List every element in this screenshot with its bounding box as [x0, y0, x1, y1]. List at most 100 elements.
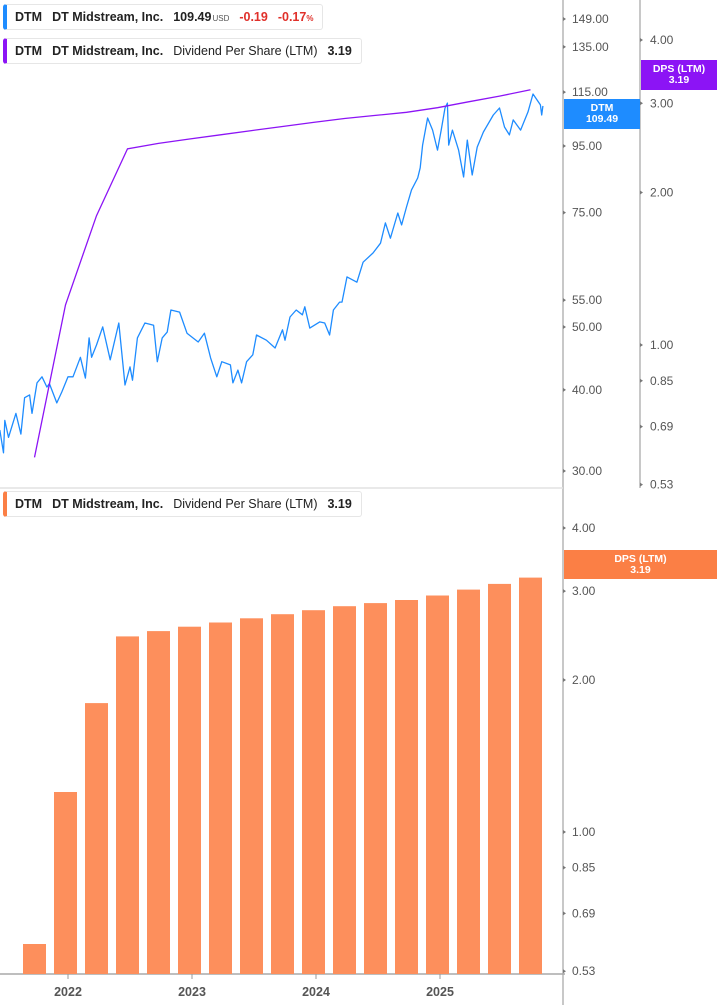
y-tick-mark	[563, 526, 566, 530]
dps-tick-label: 4.00	[650, 33, 674, 47]
price-tick-mark	[563, 469, 566, 473]
dps-bottom-last-value-tag: DPS (LTM) 3.19	[564, 550, 717, 579]
y-tick-mark	[563, 865, 566, 870]
legend-value: 3.19	[327, 44, 352, 58]
top-axis-ticks: 149.00 135.00 115.00 95.00 75.00 55.00 50.00 40…	[563, 12, 674, 492]
legend-price[interactable]: DTM DT Midstream, Inc. 109.49USD -0.19 -…	[3, 4, 324, 30]
legend-company: DT Midstream, Inc.	[52, 44, 164, 58]
tag-value: 3.19	[630, 563, 651, 576]
legend-ticker: DTM	[15, 10, 43, 24]
price-tick-label: 75.00	[572, 206, 602, 220]
line-series	[0, 89, 544, 458]
legend-company: DT Midstream, Inc.	[52, 10, 164, 24]
dps-bar[interactable]	[395, 600, 418, 974]
dps-tick-label: 2.00	[650, 186, 674, 200]
price-tick-label: 149.00	[572, 12, 609, 26]
legend-value: 3.19	[327, 497, 352, 511]
currency: USD	[212, 14, 230, 23]
tag-label: DTM	[590, 102, 614, 114]
dps-tick-label: 0.69	[650, 420, 674, 434]
y-tick-label: 2.00	[572, 673, 596, 687]
y-tick-label: 0.85	[572, 861, 596, 875]
price-tick-mark	[563, 44, 566, 49]
dps-bar[interactable]	[364, 603, 387, 974]
dps-line	[33, 89, 531, 458]
legend-metric: Dividend Per Share (LTM)	[173, 497, 318, 511]
dps-bar[interactable]	[457, 589, 480, 974]
dps-bar[interactable]	[147, 631, 170, 974]
dps-tick-label: 0.85	[650, 374, 674, 388]
dps-bar[interactable]	[209, 622, 232, 975]
price-tick-mark	[563, 143, 566, 148]
dps-bar[interactable]	[116, 636, 139, 974]
dps-bar[interactable]	[333, 606, 356, 974]
price-tick-mark	[563, 324, 566, 329]
dps-tick-mark	[640, 190, 643, 195]
y-tick-mark	[563, 911, 566, 916]
dps-bar[interactable]	[519, 577, 542, 974]
dps-tick-mark	[640, 424, 643, 429]
price-tick-label: 135.00	[572, 40, 609, 54]
dps-tick-mark	[640, 378, 643, 383]
dps-bar[interactable]	[85, 703, 108, 974]
tag-label: DPS (LTM)	[614, 552, 667, 565]
dps-tick-label: 3.00	[650, 96, 674, 110]
dps-bar[interactable]	[54, 792, 77, 974]
legend-company: DT Midstream, Inc.	[52, 497, 164, 511]
legend-dps-bottom[interactable]: DTM DT Midstream, Inc. Dividend Per Shar…	[3, 491, 362, 517]
tag-value: 109.49	[585, 113, 619, 125]
price-line	[0, 93, 544, 454]
price-last-value-tag: DTM 109.49	[564, 99, 640, 129]
dps-top-last-value-tag: DPS (LTM) 3.19	[641, 60, 717, 90]
dps-bar[interactable]	[178, 626, 201, 974]
price-tick-mark	[563, 298, 566, 303]
y-tick-mark	[563, 678, 566, 682]
dps-bar[interactable]	[240, 618, 263, 974]
legend-ticker: DTM	[15, 497, 43, 511]
y-tick-label: 0.69	[572, 906, 596, 920]
price-tick-label: 40.00	[572, 383, 602, 397]
y-tick-label: 0.53	[572, 964, 596, 978]
dps-tick-mark	[640, 101, 643, 106]
dps-tick-label: 1.00	[650, 338, 674, 352]
x-tick-label: 2022	[54, 985, 82, 999]
y-tick-mark	[563, 830, 566, 834]
dps-tick-label: 0.53	[650, 478, 674, 492]
legend-ticker: DTM	[15, 44, 43, 58]
dps-bars	[23, 577, 542, 975]
x-tick-label: 2024	[302, 985, 330, 999]
price-tick-label: 30.00	[572, 464, 602, 478]
dps-bar[interactable]	[426, 595, 449, 975]
dps-bar[interactable]	[488, 583, 511, 974]
dps-tick-mark	[640, 38, 643, 42]
y-tick-label: 1.00	[572, 825, 596, 839]
dps-bar[interactable]	[23, 944, 46, 974]
y-tick-label: 4.00	[572, 521, 596, 535]
y-tick-mark	[563, 969, 566, 974]
price-value: 109.49	[173, 10, 212, 24]
price-tick-mark	[563, 90, 566, 95]
price-tick-label: 50.00	[572, 320, 602, 334]
legend-dps-top[interactable]: DTM DT Midstream, Inc. Dividend Per Shar…	[3, 38, 362, 64]
price-tick-mark	[563, 210, 566, 215]
y-tick-label: 3.00	[572, 584, 596, 598]
price-tick-mark	[563, 387, 566, 392]
legend-price-value: 109.49USD	[173, 10, 229, 24]
y-tick-mark	[563, 589, 566, 594]
year-ticks: 2022 2023 2024 2025	[54, 974, 454, 999]
pct-value: -0.17	[277, 10, 307, 24]
tag-value: 3.19	[668, 74, 690, 86]
tag-label: DPS (LTM)	[652, 63, 706, 75]
dps-tick-mark	[640, 343, 643, 347]
price-change: -0.19	[239, 10, 268, 24]
bottom-axis-ticks: 4.00 3.00 2.00 1.00 0.85 0.69 0.53	[563, 521, 596, 978]
dps-bar[interactable]	[302, 610, 325, 974]
price-tick-label: 115.00	[572, 85, 608, 99]
price-tick-mark	[563, 17, 566, 22]
dps-tick-mark	[640, 482, 643, 487]
dps-bar[interactable]	[271, 614, 294, 974]
legend-metric: Dividend Per Share (LTM)	[173, 44, 318, 58]
x-tick-label: 2025	[426, 985, 454, 999]
pct-sign: %	[306, 14, 314, 23]
